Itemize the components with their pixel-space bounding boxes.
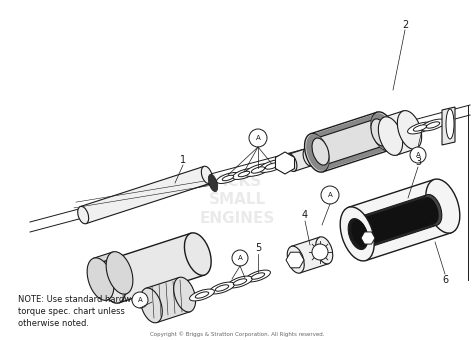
Ellipse shape bbox=[408, 122, 432, 134]
Ellipse shape bbox=[397, 110, 422, 149]
Ellipse shape bbox=[251, 273, 264, 279]
Ellipse shape bbox=[222, 175, 234, 181]
Ellipse shape bbox=[201, 166, 212, 184]
Text: JACKS
SMALL
ENGINES: JACKS SMALL ENGINES bbox=[199, 174, 275, 226]
Ellipse shape bbox=[413, 125, 427, 131]
Polygon shape bbox=[384, 111, 416, 155]
Text: 5: 5 bbox=[255, 243, 261, 253]
Ellipse shape bbox=[190, 289, 214, 301]
Ellipse shape bbox=[286, 154, 297, 171]
Ellipse shape bbox=[228, 276, 253, 288]
Text: A: A bbox=[137, 297, 142, 303]
Circle shape bbox=[132, 292, 148, 308]
Ellipse shape bbox=[371, 113, 394, 150]
Ellipse shape bbox=[184, 233, 211, 275]
Polygon shape bbox=[292, 237, 328, 273]
Ellipse shape bbox=[106, 252, 133, 294]
Ellipse shape bbox=[422, 194, 442, 225]
Polygon shape bbox=[286, 252, 304, 268]
Circle shape bbox=[321, 186, 339, 204]
Polygon shape bbox=[356, 197, 435, 247]
Ellipse shape bbox=[233, 279, 246, 285]
Ellipse shape bbox=[351, 220, 368, 247]
Ellipse shape bbox=[426, 179, 460, 233]
Polygon shape bbox=[81, 166, 210, 224]
Ellipse shape bbox=[371, 119, 388, 146]
Text: 3: 3 bbox=[415, 157, 421, 167]
Ellipse shape bbox=[420, 119, 446, 131]
Ellipse shape bbox=[195, 292, 209, 298]
Circle shape bbox=[312, 244, 328, 260]
Ellipse shape bbox=[348, 219, 368, 250]
Ellipse shape bbox=[340, 207, 374, 261]
Ellipse shape bbox=[87, 258, 114, 300]
Ellipse shape bbox=[312, 138, 329, 165]
Ellipse shape bbox=[246, 270, 271, 282]
Polygon shape bbox=[289, 149, 311, 171]
Polygon shape bbox=[316, 119, 384, 165]
Ellipse shape bbox=[215, 285, 228, 291]
Circle shape bbox=[410, 147, 426, 163]
Ellipse shape bbox=[426, 122, 440, 128]
Text: A: A bbox=[328, 192, 332, 198]
Polygon shape bbox=[353, 195, 437, 249]
Polygon shape bbox=[348, 180, 451, 260]
Ellipse shape bbox=[78, 206, 89, 224]
Ellipse shape bbox=[210, 282, 235, 294]
Polygon shape bbox=[94, 252, 126, 300]
Text: NOTE: Use standard hardware
torque spec. chart unless
otherwise noted.: NOTE: Use standard hardware torque spec.… bbox=[18, 295, 145, 328]
Ellipse shape bbox=[287, 246, 304, 273]
Ellipse shape bbox=[422, 197, 439, 224]
Text: A: A bbox=[416, 152, 420, 158]
Ellipse shape bbox=[305, 134, 329, 172]
Text: Copyright © Briggs & Stratton Corporation. All Rights reserved.: Copyright © Briggs & Stratton Corporatio… bbox=[150, 332, 324, 337]
Polygon shape bbox=[275, 152, 294, 174]
Ellipse shape bbox=[303, 149, 314, 166]
Circle shape bbox=[232, 250, 248, 266]
Text: A: A bbox=[237, 255, 242, 261]
Ellipse shape bbox=[208, 174, 218, 192]
Text: 2: 2 bbox=[402, 20, 408, 30]
Ellipse shape bbox=[371, 112, 395, 151]
Ellipse shape bbox=[238, 171, 250, 177]
Text: A: A bbox=[255, 135, 260, 141]
Ellipse shape bbox=[265, 163, 279, 169]
Ellipse shape bbox=[233, 169, 255, 180]
Text: 4: 4 bbox=[302, 210, 308, 220]
Ellipse shape bbox=[306, 134, 329, 171]
Polygon shape bbox=[312, 114, 388, 171]
Text: 6: 6 bbox=[442, 275, 448, 285]
Polygon shape bbox=[146, 277, 190, 323]
Ellipse shape bbox=[173, 277, 196, 312]
Polygon shape bbox=[442, 107, 455, 145]
Ellipse shape bbox=[446, 109, 454, 139]
Text: 1: 1 bbox=[180, 155, 186, 165]
Ellipse shape bbox=[140, 288, 162, 323]
Ellipse shape bbox=[99, 261, 126, 303]
Polygon shape bbox=[105, 233, 205, 303]
Ellipse shape bbox=[217, 172, 239, 184]
Ellipse shape bbox=[259, 160, 285, 172]
Polygon shape bbox=[310, 112, 390, 172]
Circle shape bbox=[249, 129, 267, 147]
Ellipse shape bbox=[378, 117, 402, 155]
Ellipse shape bbox=[251, 167, 264, 173]
Polygon shape bbox=[361, 232, 375, 244]
Ellipse shape bbox=[316, 237, 333, 264]
Ellipse shape bbox=[245, 164, 272, 176]
